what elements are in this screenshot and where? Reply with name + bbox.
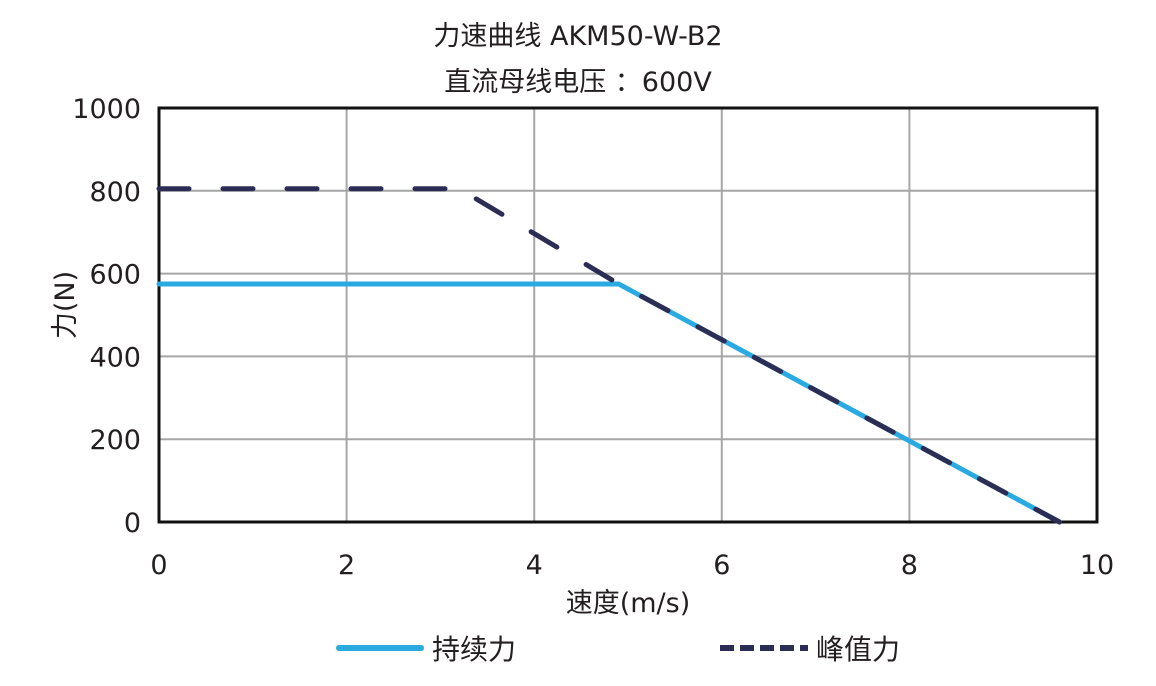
chart-subtitle: 直流母线电压 ：600V <box>444 67 712 98</box>
y-tick-label: 0 <box>124 508 141 539</box>
y-tick-label: 600 <box>89 260 141 291</box>
y-tick-label: 1000 <box>72 94 141 125</box>
y-tick-label: 400 <box>89 342 141 373</box>
y-tick-label: 800 <box>89 177 141 208</box>
legend-item-continuous: 持续力 <box>336 628 516 668</box>
legend-label-continuous: 持续力 <box>432 633 517 666</box>
legend-item-peak: 峰值力 <box>720 628 900 668</box>
y-tick-label: 200 <box>89 425 141 456</box>
series-line-peak <box>156 186 1062 525</box>
x-tick-label: 2 <box>338 550 355 581</box>
x-axis-label: 速度(m/s) <box>566 588 691 619</box>
x-tick-label: 8 <box>901 550 918 581</box>
legend-label-peak: 峰值力 <box>816 633 901 666</box>
solid-line-swatch-icon <box>336 645 424 651</box>
dashed-line-swatch-icon <box>720 645 808 651</box>
x-tick-label: 0 <box>150 550 167 581</box>
series-line-continuous <box>156 281 1062 525</box>
x-tick-label: 4 <box>526 550 543 581</box>
plot-frame <box>157 106 1099 524</box>
y-axis-label: 力(N) <box>50 271 81 339</box>
chart-title: 力速曲线 AKM50-W-B2 <box>433 21 723 52</box>
x-tick-label: 10 <box>1080 550 1114 581</box>
x-tick-label: 6 <box>713 550 730 581</box>
